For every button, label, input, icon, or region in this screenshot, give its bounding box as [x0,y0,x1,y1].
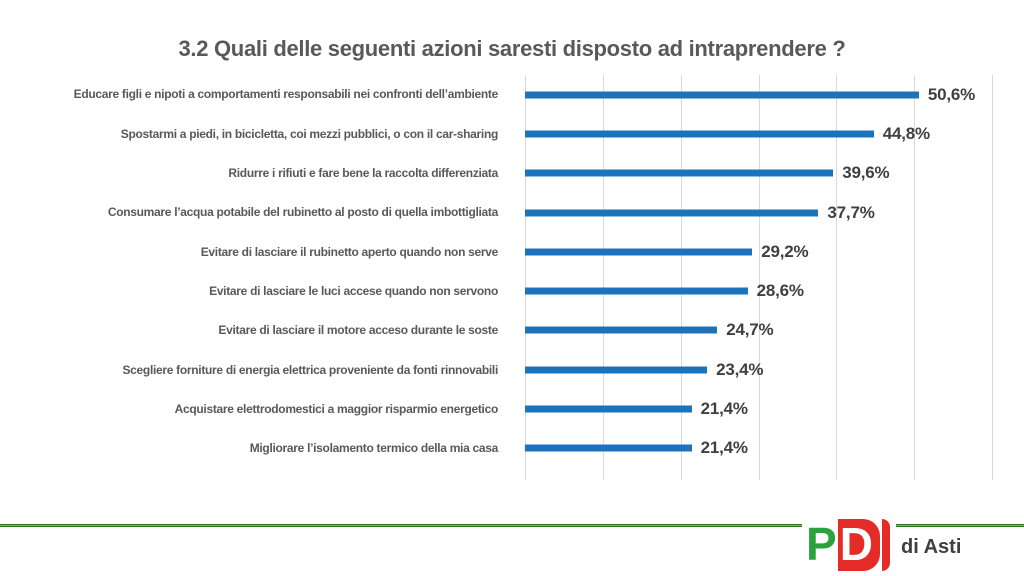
chart-row: Evitare di lasciare il motore acceso dur… [0,311,1024,350]
gridline [992,75,993,480]
chart-row: Acquistare elettrodomestici a maggior ri… [0,389,1024,428]
chart-rows: Educare figli e nipoti a comportamenti r… [0,75,1024,468]
value-label: 44,8% [882,123,930,143]
category-label: Ridurre i rifiuti e fare bene la raccolt… [228,166,498,181]
value-label: 21,4% [700,399,748,419]
value-label: 21,4% [700,438,748,458]
chart-row: Scegliere forniture di energia elettrica… [0,350,1024,389]
category-label: Migliorare l’isolamento termico della mi… [249,441,499,456]
pd-logo-red-bar [881,519,890,571]
footer-green-line [0,524,1024,527]
gridline [525,75,526,480]
value-label: 39,6% [842,163,890,183]
category-label: Educare figli e nipoti a comportamenti r… [73,87,499,102]
bar [525,287,748,295]
gridline [836,75,838,480]
bar [525,169,834,177]
pd-logo: P D [802,517,896,576]
chart-row: Evitare di lasciare il rubinetto aperto … [0,232,1024,271]
footer-org-label: di Asti [901,536,962,558]
chart-row: Spostarmi a piedi, in bicicletta, coi me… [0,114,1024,153]
gridline [758,75,760,480]
chart-row: Evitare di lasciare le luci accese quand… [0,271,1024,310]
category-label: Spostarmi a piedi, in bicicletta, coi me… [120,126,499,141]
value-label: 28,6% [756,281,804,301]
value-label: 50,6% [927,84,976,104]
category-label: Scegliere forniture di energia elettrica… [122,362,498,377]
gridline [914,75,916,480]
gridline [680,75,682,480]
value-label: 37,7% [827,202,875,222]
value-label: 29,2% [761,241,809,261]
category-label: Evitare di lasciare il rubinetto aperto … [200,244,499,259]
bar [525,444,692,452]
category-label: Evitare di lasciare il motore acceso dur… [218,323,498,338]
value-label: 23,4% [716,359,764,379]
chart-row: Consumare l’acqua potabile del rubinetto… [0,193,1024,232]
bar [525,130,874,138]
chart-row: Ridurre i rifiuti e fare bene la raccolt… [0,154,1024,193]
pd-logo-letter-d: D [837,519,880,571]
category-label: Evitare di lasciare le luci accese quand… [209,283,498,298]
bar [525,248,753,256]
gridline [602,75,604,480]
bar [525,326,718,334]
value-label: 24,7% [726,320,774,340]
bar [525,405,692,413]
pd-logo-letter-p: P [806,518,837,570]
bar [525,366,708,374]
bar [525,209,819,217]
chart-title: 3.2 Quali delle seguenti azioni saresti … [178,36,846,61]
category-label: Consumare l’acqua potabile del rubinetto… [107,205,498,220]
bar [525,91,919,99]
chart-row: Educare figli e nipoti a comportamenti r… [0,75,1024,114]
category-label: Acquistare elettrodomestici a maggior ri… [174,401,499,416]
chart-row: Migliorare l’isolamento termico della mi… [0,429,1024,468]
bar-chart: Educare figli e nipoti a comportamenti r… [0,75,1024,480]
